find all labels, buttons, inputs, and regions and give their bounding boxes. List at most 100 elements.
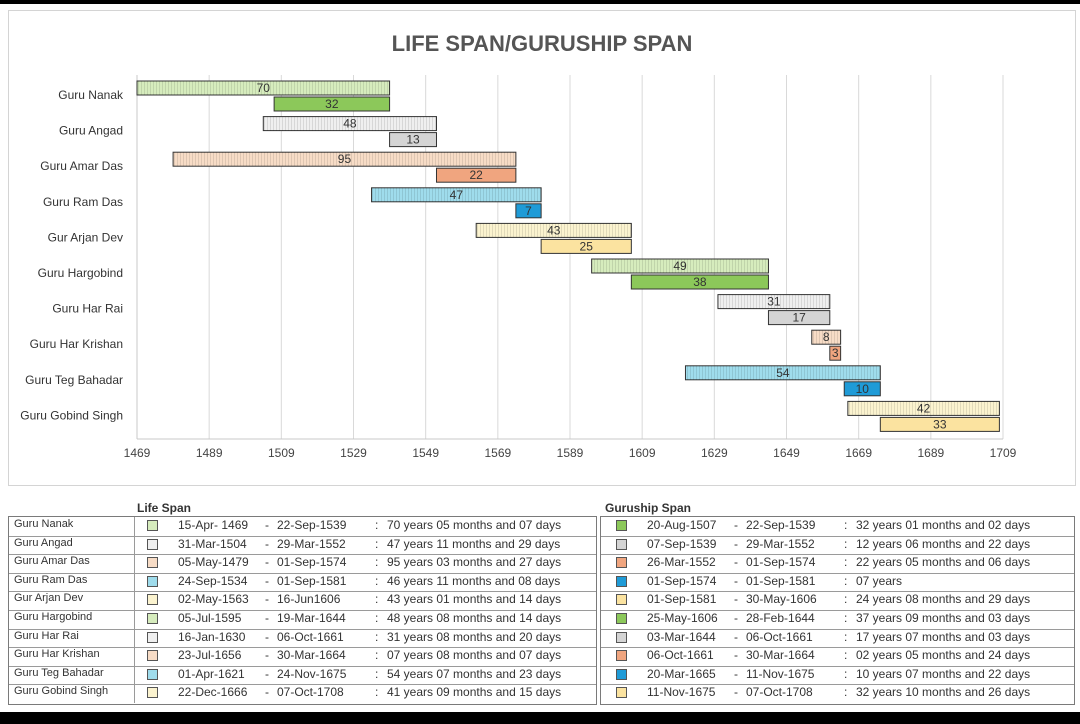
- duration-separator: :: [375, 555, 379, 570]
- category-label: Gur Arjan Dev: [48, 230, 123, 244]
- bar-value-label: 8: [823, 330, 830, 344]
- duration-separator: :: [844, 592, 848, 607]
- color-swatch: [147, 520, 158, 531]
- end-date-cell: 16-Jun1606: [277, 592, 341, 607]
- duration-cell: 17 years 07 months and 03 days: [856, 629, 1031, 644]
- color-swatch: [616, 668, 627, 680]
- row-divider: [9, 572, 596, 574]
- table-row: Guru Gobind Singh 22-Dec-1666 -07-Oct-1708…: [9, 684, 596, 702]
- bar-value-label: 32: [325, 97, 339, 111]
- category-label: Guru Ram Das: [43, 195, 123, 209]
- start-date-cell: 31-Mar-1504: [178, 536, 247, 551]
- end-date-cell: 30-Mar-1664: [746, 648, 815, 663]
- bar-value-label: 70: [257, 81, 271, 95]
- bar-value-label: 22: [470, 168, 484, 182]
- date-separator: -: [265, 648, 269, 663]
- date-separator: -: [734, 666, 738, 681]
- bar-value-label: 33: [933, 417, 947, 431]
- duration-cell: 54 years 07 months and 23 days: [387, 666, 562, 681]
- duration-separator: :: [844, 555, 848, 570]
- end-date-cell: 28-Feb-1644: [746, 611, 815, 625]
- color-swatch: [616, 538, 627, 550]
- row-divider: [9, 591, 596, 593]
- table-row: Guru Amar Das 05-May-1479 -01-Sep-1574:95 …: [9, 554, 596, 572]
- end-date-cell: 22-Sep-1539: [277, 518, 347, 532]
- bar-value-label: 42: [917, 401, 931, 415]
- bar-hatch: [847, 401, 1000, 416]
- end-date-cell: 11-Nov-1675: [746, 666, 815, 681]
- end-date-cell: 30-Mar-1664: [277, 648, 346, 663]
- guruship-span-bar: [389, 132, 437, 148]
- bar-value-label: 49: [673, 259, 687, 273]
- bar-value-label: 31: [767, 295, 781, 309]
- date-separator: -: [734, 648, 738, 663]
- bar-value-label: 3: [832, 346, 839, 360]
- duration-separator: :: [375, 629, 379, 644]
- bar-value-label: 17: [792, 311, 806, 325]
- duration-cell: 12 years 06 months and 22 days: [856, 536, 1031, 551]
- color-swatch: [147, 594, 158, 606]
- x-tick-label: 1569: [484, 446, 511, 460]
- duration-separator: :: [844, 666, 848, 681]
- color-swatch: [616, 557, 627, 569]
- duration-cell: 02 years 05 months and 24 days: [856, 648, 1031, 663]
- guru-name-cell: Gur Arjan Dev: [14, 592, 84, 605]
- category-label: Guru Gobind Singh: [20, 408, 123, 422]
- bar-hatch: [371, 187, 542, 202]
- date-separator: -: [734, 685, 738, 700]
- end-date-cell: 07-Oct-1708: [277, 685, 344, 700]
- table-row: Gur Arjan Dev 02-May-1563 -16-Jun1606:43 y…: [9, 591, 596, 609]
- guru-name-cell: Guru Hargobind: [14, 611, 93, 623]
- row-divider: [601, 684, 1074, 686]
- date-separator: -: [265, 518, 269, 532]
- table-row: Guru Har Krishan 23-Jul-1656 -30-Mar-1664:…: [9, 647, 596, 665]
- table-row: Guru Angad 31-Mar-1504 -29-Mar-1552:47 yea…: [9, 536, 596, 554]
- color-swatch: [616, 650, 627, 662]
- guruship-span-table: 20-Aug-1507-22-Sep-1539:32 years 01 mont…: [600, 516, 1075, 705]
- color-swatch: [616, 687, 627, 699]
- guru-name-cell: Guru Angad: [14, 536, 73, 549]
- duration-separator: :: [375, 685, 379, 700]
- date-separator: -: [734, 629, 738, 644]
- end-date-cell: 01-Sep-1574: [746, 555, 816, 570]
- duration-cell: 48 years 08 months and 14 days: [387, 611, 562, 625]
- end-date-cell: 01-Sep-1581: [277, 573, 347, 588]
- gantt-chart: LIFE SPAN/GURUSHIP SPAN Guru Nanak Guru A…: [20, 31, 1016, 460]
- end-date-cell: 06-Oct-1661: [277, 629, 344, 644]
- color-swatch: [147, 538, 158, 550]
- row-divider: [601, 554, 1074, 556]
- category-label: Guru Har Krishan: [30, 337, 123, 351]
- x-tick-label: 1589: [557, 446, 584, 460]
- table-row: Guru Har Rai 16-Jan-1630 -06-Oct-1661:31 y…: [9, 629, 596, 647]
- row-divider: [601, 572, 1074, 574]
- duration-cell: 07 years: [856, 573, 903, 588]
- start-date-cell: 22-Dec-1666: [178, 685, 248, 700]
- bar-value-label: 10: [856, 382, 870, 396]
- life-span-table: Guru Nanak 15-Apr- 1469-22-Sep-1539:70 ye…: [8, 516, 597, 705]
- bar-value-label: 43: [547, 223, 561, 237]
- guruship-span-bar: [879, 416, 1000, 432]
- table-row: 01-Sep-1574 -01-Sep-1581:07 years: [601, 573, 1074, 591]
- end-date-cell: 30-May-1606: [746, 592, 817, 607]
- color-swatch: [147, 650, 158, 662]
- duration-separator: :: [375, 666, 379, 681]
- row-divider: [9, 628, 596, 630]
- bar-hatch: [717, 294, 830, 309]
- bar-hatch: [173, 152, 516, 167]
- duration-separator: :: [375, 536, 379, 551]
- date-separator: -: [265, 685, 269, 700]
- date-separator: -: [734, 611, 738, 625]
- row-divider: [9, 665, 596, 667]
- end-date-cell: 29-Mar-1552: [746, 536, 815, 551]
- guruship-span-bar: [630, 274, 769, 290]
- end-date-cell: 19-Mar-1644: [277, 611, 346, 625]
- category-label: Guru Nanak: [58, 88, 124, 102]
- row-divider: [9, 554, 596, 556]
- duration-separator: :: [375, 518, 379, 532]
- start-date-cell: 26-Mar-1552: [647, 555, 716, 570]
- end-date-cell: 01-Sep-1581: [746, 573, 816, 588]
- guruship-span-bar: [767, 310, 831, 326]
- chart-title: LIFE SPAN/GURUSHIP SPAN: [392, 31, 693, 56]
- row-divider: [601, 647, 1074, 649]
- duration-separator: :: [844, 648, 848, 663]
